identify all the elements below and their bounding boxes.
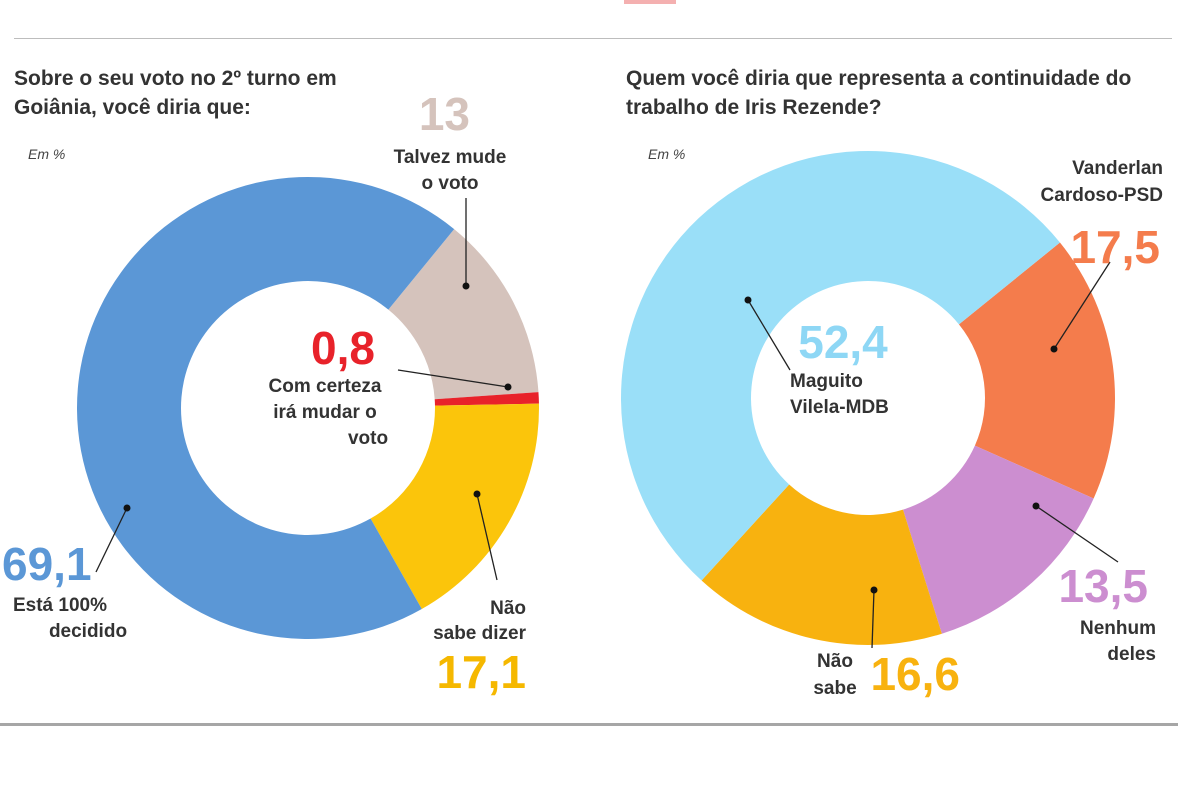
chart-2-leader-3 <box>871 589 875 649</box>
right-donut <box>620 150 1116 645</box>
chart-2-category-label-2-line-1: Nenhum <box>1080 618 1156 639</box>
chart-1-leader-dot-1 <box>462 282 470 290</box>
chart-2-category-label-3-line-2: sabe <box>813 678 856 699</box>
chart-2-leader-1 <box>1053 261 1111 350</box>
top-divider <box>14 38 1172 39</box>
chart-1-leader-3 <box>476 493 498 581</box>
chart-2-slice-3 <box>701 484 942 645</box>
chart-2-slice-2 <box>902 445 1094 634</box>
chart-1-value-label-1: 13 <box>419 88 470 140</box>
chart-2-slice-4 <box>620 150 1060 581</box>
chart-2-leader-dot-3 <box>870 586 878 594</box>
chart-1-leader-4 <box>95 507 128 573</box>
chart-1-value-label-2: 0,8 <box>311 322 375 374</box>
chart-2-category-label-2-line-2: deles <box>1107 644 1156 665</box>
chart-1-category-label-4-line-1: Está 100% <box>13 595 107 616</box>
chart-2-category-label-4-line-1: Maguito <box>790 371 863 392</box>
chart-2-value-label-2: 13,5 <box>1058 560 1148 612</box>
chart-2-leader-dot-4 <box>744 296 752 304</box>
chart-2-leader-4 <box>747 299 791 371</box>
chart-1-value-label-4: 69,1 <box>2 538 92 590</box>
right-chart-title: Quem você diria que representa a continu… <box>626 67 1132 119</box>
chart-1-category-label-1-line-1: Talvez mude <box>394 147 507 168</box>
chart-1-category-label-1-line-2: o voto <box>422 173 479 194</box>
chart-2-value-label-4: 52,4 <box>798 316 888 368</box>
right-chart-unit: Em % <box>648 146 686 162</box>
chart-2-leader-dot-1 <box>1050 345 1058 353</box>
chart-1-category-label-2-line-2: irá mudar o <box>273 402 376 423</box>
chart-2-value-label-1: 17,5 <box>1070 221 1160 273</box>
chart-1-category-label-3-line-2: sabe dizer <box>433 623 527 644</box>
chart-2-leader-2 <box>1035 505 1119 563</box>
chart-1-value-label-3: 17,1 <box>436 646 526 698</box>
chart-1-leader-dot-2 <box>504 383 512 391</box>
bottom-divider <box>0 723 1178 726</box>
chart-1-leader-2 <box>397 369 509 388</box>
chart-2-leader-dot-2 <box>1032 502 1040 510</box>
left-donut <box>76 176 539 640</box>
left-chart-title: Sobre o seu voto no 2º turno em Goiânia,… <box>14 67 337 119</box>
chart-1-slice-3 <box>370 403 539 610</box>
chart-1-slice-2 <box>434 392 539 406</box>
left-chart-unit: Em % <box>28 146 66 162</box>
chart-2-category-label-1-line-1: Vanderlan <box>1072 158 1163 179</box>
chart-1-category-label-2-line-3: voto <box>348 428 388 449</box>
chart-2-category-label-4-line-2: Vilela-MDB <box>790 397 889 418</box>
chart-1-category-label-2-line-1: Com certeza <box>269 376 382 397</box>
chart-1-category-label-3-line-1: Não <box>490 598 526 619</box>
accent-bar <box>624 0 676 4</box>
chart-1-slice-1 <box>388 229 539 400</box>
chart-2-value-label-3: 16,6 <box>870 648 960 700</box>
chart-1-leader-dot-3 <box>473 490 481 498</box>
chart-1-category-label-4-line-2: decidido <box>49 621 127 642</box>
chart-1-slice-4 <box>76 176 455 640</box>
chart-2-category-label-1-line-2: Cardoso-PSD <box>1041 185 1163 206</box>
chart-2-category-label-3-line-1: Não <box>817 651 853 672</box>
chart-2-slice-1 <box>958 242 1116 499</box>
chart-1-leader-dot-4 <box>123 504 131 512</box>
